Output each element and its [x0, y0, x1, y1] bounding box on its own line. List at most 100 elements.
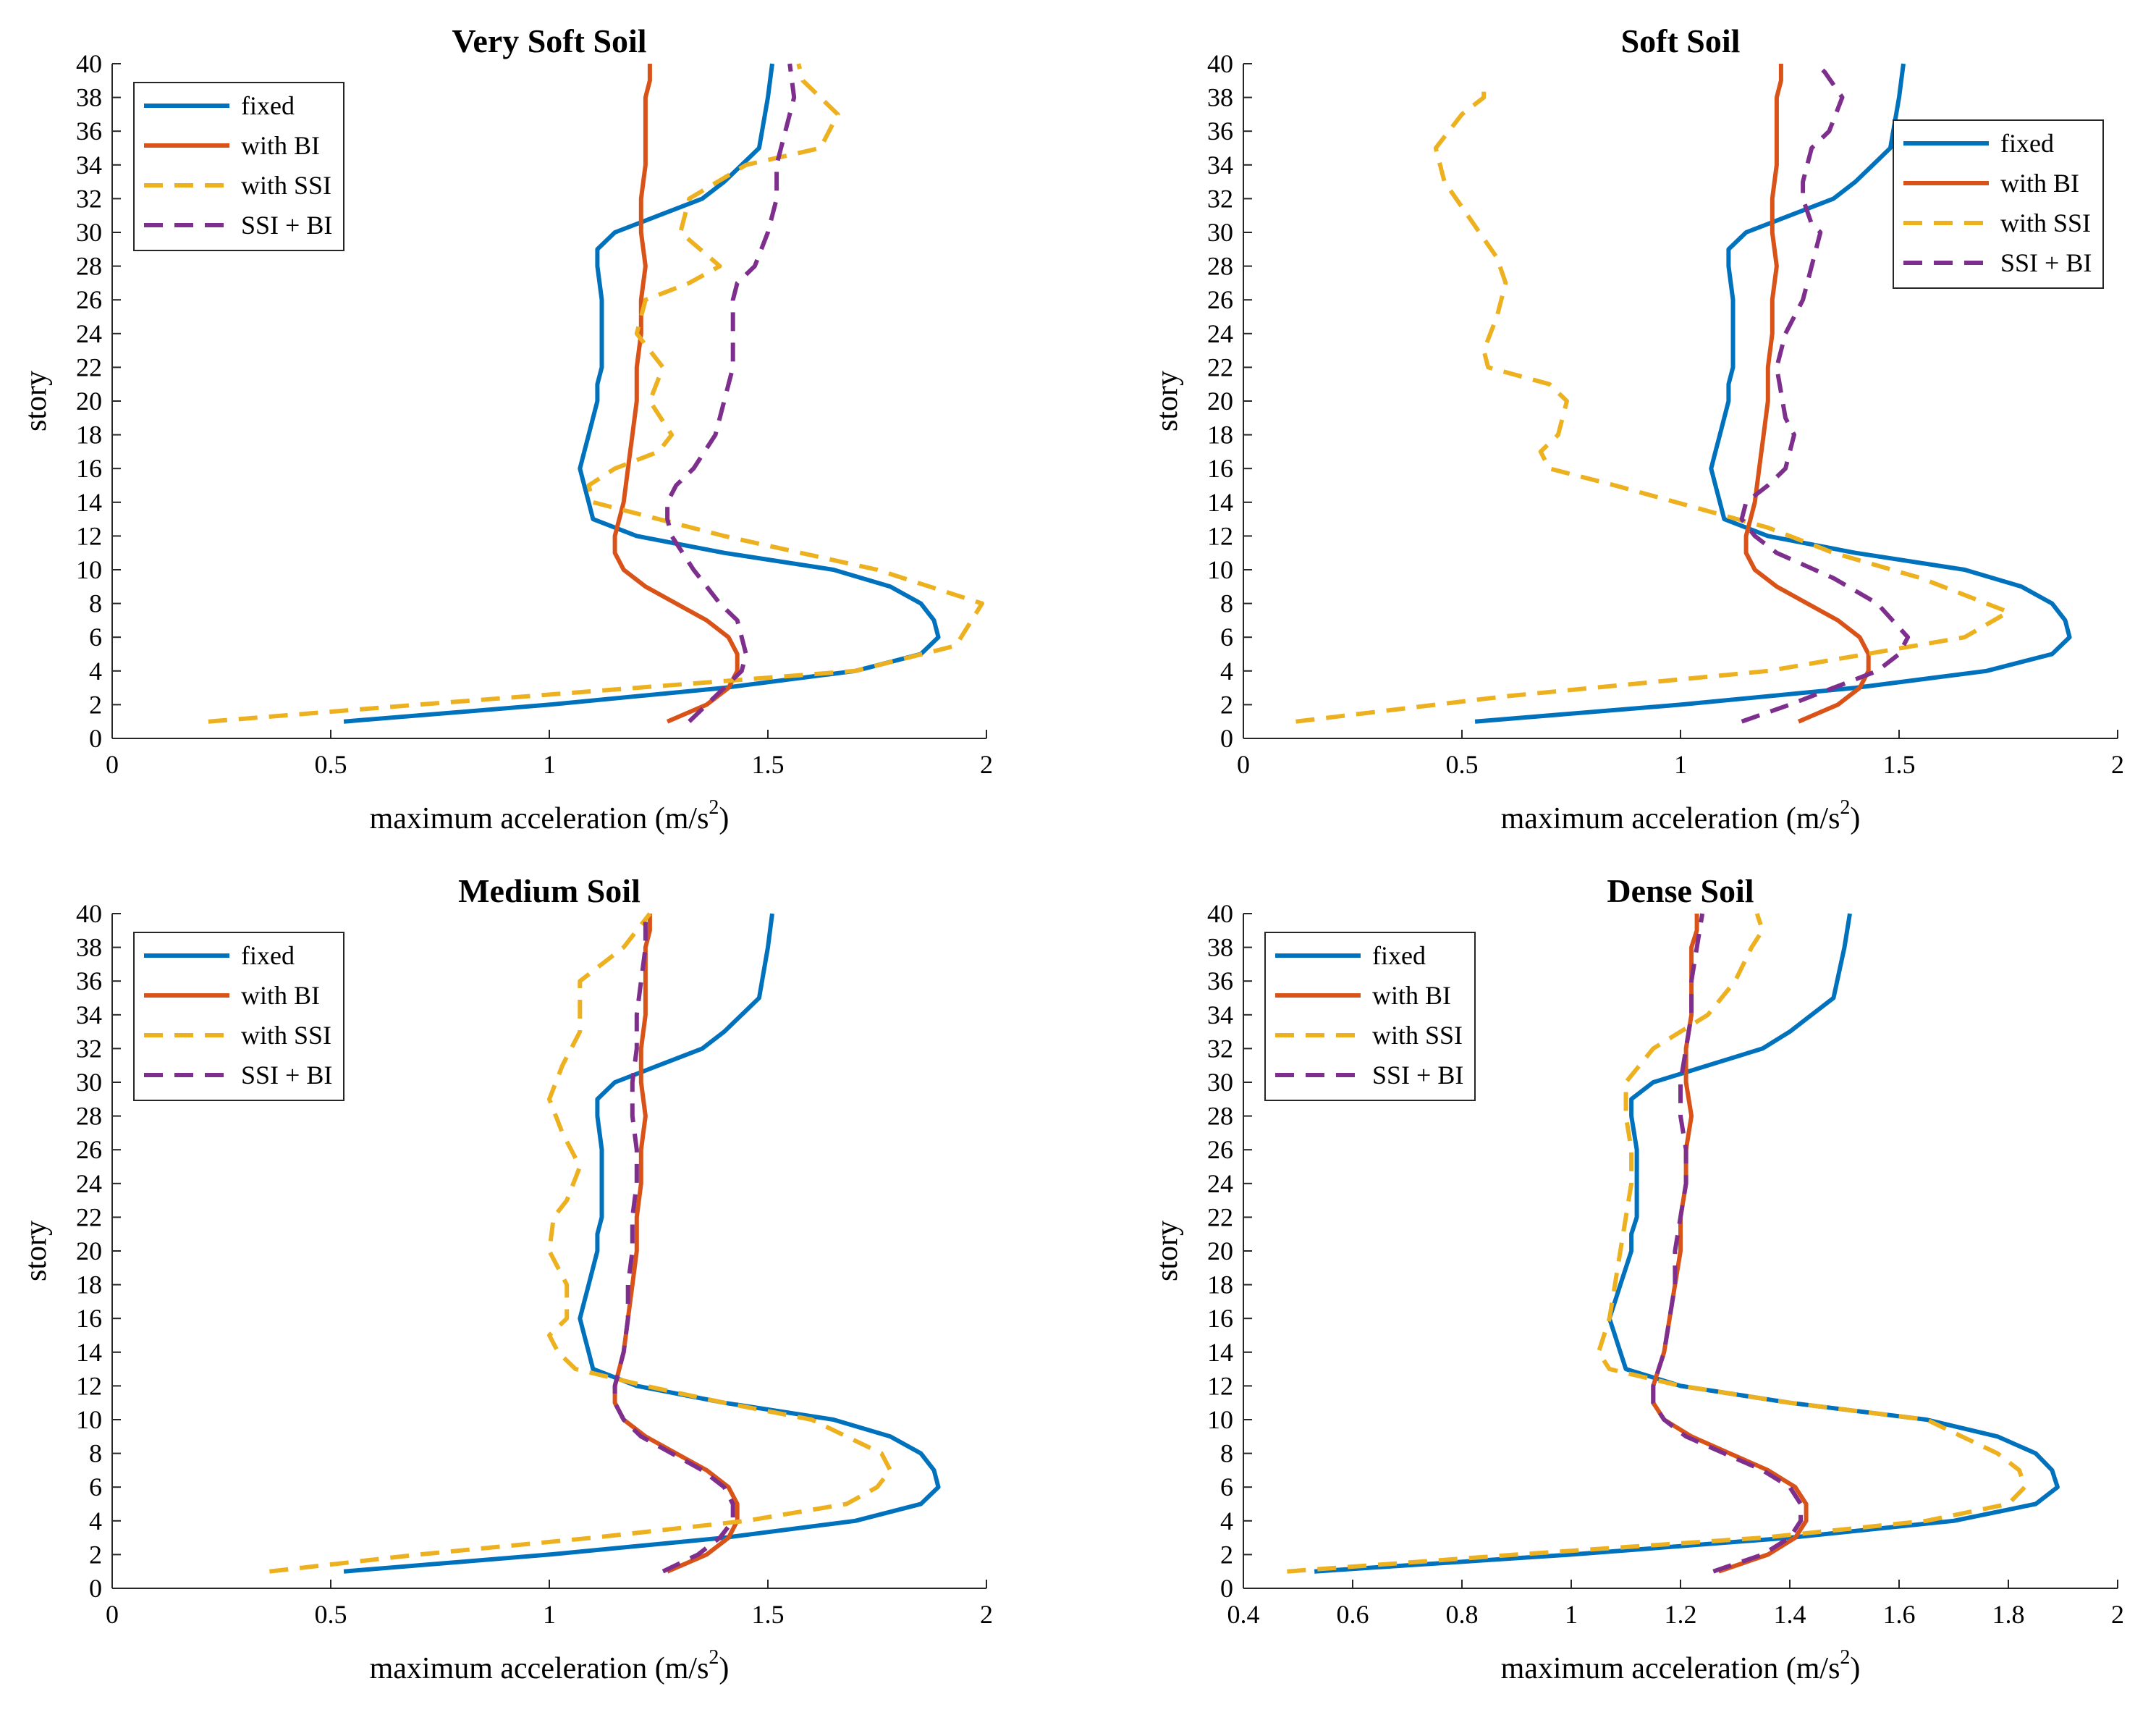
series-line-with-ssi	[208, 63, 984, 724]
legend-entry-label: fixed	[241, 91, 295, 120]
y-tick-label: 24	[76, 1169, 102, 1198]
x-tick-label: 0.4	[1227, 1600, 1260, 1629]
chart-panel-1: 0 0.5 1 1.5 20246810121416182022242628303234…	[20, 22, 993, 835]
y-tick-label: 22	[1207, 1202, 1233, 1231]
x-tick-label: 1.2	[1665, 1600, 1697, 1629]
y-tick-label: 34	[76, 151, 102, 180]
x-tick-label: 2	[2111, 1600, 2124, 1629]
series-line-with-ssi	[1287, 913, 2027, 1574]
y-tick-label: 24	[1207, 319, 1233, 348]
x-tick-label: 0.5	[1446, 750, 1479, 779]
y-tick-label: 4	[1220, 657, 1233, 686]
chart-title: Dense Soil	[1607, 872, 1754, 909]
y-tick-label: 36	[1207, 966, 1233, 995]
y-tick-label: 40	[76, 899, 102, 928]
legend: fixed with BI with SSI SSI + BI	[133, 82, 344, 251]
legend-entry-label: SSI + BI	[241, 211, 332, 240]
legend-entry-label: with SSI	[2000, 208, 2091, 237]
y-tick-label: 24	[76, 319, 102, 348]
y-axis-label: story	[1151, 1221, 1184, 1281]
y-tick-label: 0	[1220, 724, 1233, 753]
x-tick-label: 1.8	[1992, 1600, 2025, 1629]
x-tick-label: 2	[980, 750, 993, 779]
y-tick-label: 12	[76, 1371, 102, 1400]
y-tick-label: 12	[1207, 1371, 1233, 1400]
x-tick-label: 0.5	[315, 750, 347, 779]
y-tick-label: 6	[89, 623, 102, 652]
y-tick-label: 36	[76, 966, 102, 995]
y-axis-label: story	[1151, 371, 1184, 431]
y-tick-label: 22	[1207, 353, 1233, 382]
y-tick-label: 26	[76, 285, 102, 314]
x-tick-label: 0.5	[315, 1600, 347, 1629]
y-tick-label: 30	[76, 218, 102, 247]
y-tick-label: 30	[1207, 218, 1233, 247]
y-tick-label: 2	[89, 1540, 102, 1569]
y-tick-label: 22	[76, 1202, 102, 1231]
x-tick-label: 0	[106, 750, 119, 779]
legend-entry-label: with SSI	[241, 171, 331, 200]
y-tick-label: 12	[1207, 521, 1233, 550]
y-tick-label: 6	[1220, 1472, 1233, 1501]
y-tick-label: 16	[76, 454, 102, 483]
x-axis-label: maximum acceleration (m/s2)	[370, 1646, 730, 1685]
chart-title: Medium Soil	[458, 872, 641, 909]
legend: fixed with BI with SSI SSI + BI	[1893, 119, 2104, 289]
legend-box	[133, 82, 344, 251]
y-tick-label: 40	[1207, 49, 1233, 78]
y-axis-label: story	[20, 371, 53, 431]
y-tick-label: 18	[76, 421, 102, 450]
y-tick-label: 38	[76, 933, 102, 962]
y-tick-label: 10	[1207, 555, 1233, 584]
y-tick-label: 32	[1207, 184, 1233, 213]
legend-entry-label: fixed	[2000, 129, 2054, 158]
y-tick-label: 2	[1220, 1540, 1233, 1569]
y-tick-label: 8	[1220, 1439, 1233, 1468]
y-tick-label: 14	[76, 1338, 102, 1367]
legend-box	[1264, 932, 1476, 1101]
y-tick-label: 10	[1207, 1405, 1233, 1434]
y-tick-label: 32	[76, 184, 102, 213]
y-tick-label: 16	[76, 1304, 102, 1333]
legend-entry-label: SSI + BI	[241, 1061, 332, 1090]
x-tick-label: 1.6	[1883, 1600, 1916, 1629]
chart-panel-3: 0 0.5 1 1.5 20246810121416182022242628303234…	[20, 872, 993, 1685]
y-tick-label: 22	[76, 353, 102, 382]
chart-title: Soft Soil	[1621, 22, 1741, 59]
chart-panel-4: 0.4 0.6 0.8 1 1.2 1.4 1.6 1.8 202468101214161820…	[1151, 872, 2124, 1685]
y-tick-label: 34	[1207, 151, 1233, 180]
y-tick-label: 12	[76, 521, 102, 550]
x-tick-label: 1.4	[1774, 1600, 1806, 1629]
y-tick-label: 0	[89, 1574, 102, 1603]
y-tick-label: 38	[1207, 933, 1233, 962]
y-tick-label: 14	[1207, 488, 1233, 517]
y-tick-label: 4	[1220, 1507, 1233, 1535]
series-line-fixed	[1314, 913, 2060, 1574]
series-line-with-bi	[1743, 64, 1871, 724]
y-tick-label: 32	[76, 1034, 102, 1063]
x-tick-label: 1	[543, 750, 556, 779]
y-tick-label: 8	[89, 589, 102, 618]
legend: fixed with BI with SSI SSI + BI	[133, 932, 344, 1101]
y-tick-label: 14	[1207, 1338, 1233, 1367]
series-line-ssi-bi	[1651, 913, 1804, 1574]
legend-entry-label: with BI	[241, 131, 320, 160]
y-tick-label: 14	[76, 488, 102, 517]
legend-box	[1893, 119, 2104, 289]
y-tick-label: 8	[1220, 589, 1233, 618]
x-tick-label: 0.8	[1446, 1600, 1479, 1629]
y-tick-label: 0	[1220, 1574, 1233, 1603]
legend-entry-label: fixed	[241, 941, 295, 970]
x-axis-label: maximum acceleration (m/s2)	[1501, 1646, 1861, 1685]
x-tick-label: 1.5	[1883, 750, 1916, 779]
y-tick-label: 20	[76, 387, 102, 416]
y-tick-label: 16	[1207, 1304, 1233, 1333]
legend-entry-label: with SSI	[241, 1021, 331, 1050]
legend-box	[133, 932, 344, 1101]
y-tick-label: 38	[1207, 83, 1233, 112]
x-tick-label: 1	[1565, 1600, 1578, 1629]
y-tick-label: 28	[1207, 252, 1233, 281]
legend-entry-label: with SSI	[1372, 1021, 1463, 1050]
